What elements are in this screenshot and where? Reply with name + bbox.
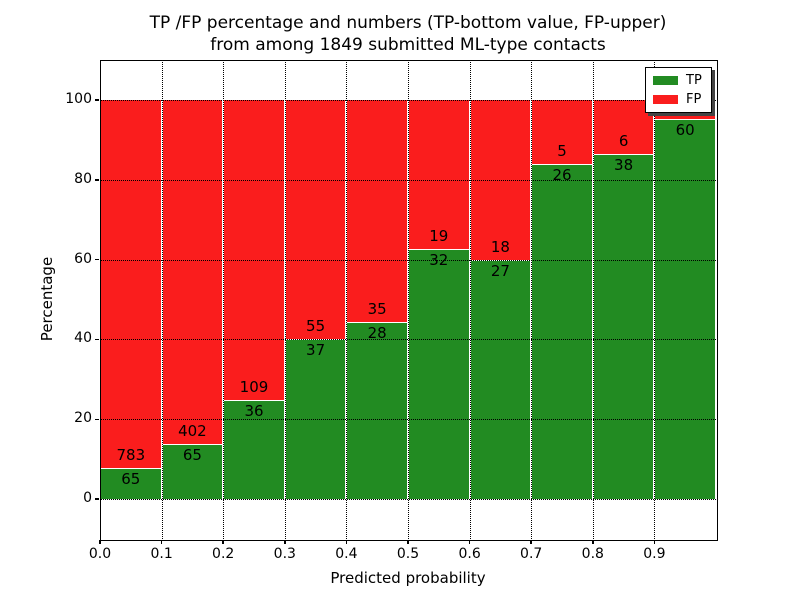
fp-bar-segment	[592, 99, 655, 155]
legend-item-tp: TP	[653, 74, 702, 87]
legend-label: FP	[686, 92, 702, 107]
gridline-horizontal	[100, 99, 716, 101]
fp-count-label: 402	[178, 421, 207, 440]
tp-count-label: 65	[182, 445, 202, 464]
tp-bar-segment	[654, 118, 716, 500]
y-tick-label: 80	[74, 170, 92, 187]
x-tick-label: 0.9	[643, 546, 666, 562]
tp-count-label: 36	[244, 401, 264, 420]
x-tick	[468, 540, 471, 544]
y-tick	[95, 418, 99, 420]
x-axis-label: Predicted probability	[330, 569, 486, 587]
x-tick	[653, 540, 656, 544]
x-tick	[222, 540, 224, 544]
y-tick	[95, 338, 99, 341]
gridline-horizontal	[100, 179, 716, 181]
fp-count-label: 18	[490, 237, 510, 256]
fp-count-label: 6	[618, 132, 629, 151]
gridline-vertical	[284, 60, 286, 539]
gridline-vertical	[654, 60, 656, 539]
gridline-vertical	[592, 60, 594, 539]
fp-bar-segment	[469, 99, 532, 260]
y-tick-label: 100	[65, 90, 92, 107]
x-tick-label: 0.3	[273, 546, 296, 562]
tp-bar-segment	[161, 443, 224, 500]
fp-bar-segment	[223, 99, 285, 400]
fp-legend-swatch	[653, 95, 678, 104]
tp-bar-segment	[100, 468, 162, 500]
tp-count-label: 37	[306, 340, 326, 359]
tp-count-label: 28	[367, 323, 387, 342]
y-tick-label: 0	[83, 490, 92, 507]
tp-bar-segment	[531, 164, 593, 500]
tp-count-label: 38	[614, 156, 634, 175]
tp-count-label: 26	[552, 166, 572, 185]
gridline-horizontal	[100, 259, 716, 261]
legend: TP FP	[645, 67, 712, 113]
tp-bar-segment	[592, 154, 655, 500]
gridline-vertical	[161, 60, 163, 539]
y-tick	[95, 498, 99, 500]
fp-bar-segment	[531, 99, 593, 165]
fp-count-label: 55	[306, 316, 326, 335]
chart-title-line1: TP /FP percentage and numbers (TP-bottom…	[149, 13, 667, 33]
x-tick	[345, 540, 348, 544]
fp-bar-segment	[100, 99, 162, 469]
gridline-horizontal	[100, 499, 716, 501]
chart-title-line2: from among 1849 submitted ML-type contac…	[210, 35, 606, 55]
fp-count-label: 783	[116, 446, 146, 465]
y-tick-label: 40	[74, 330, 92, 347]
legend-label: TP	[686, 73, 702, 88]
x-tick-label: 0.1	[150, 546, 173, 562]
gridline-vertical	[531, 60, 533, 539]
fp-bar-segment	[284, 99, 347, 339]
x-tick-label: 0.4	[335, 546, 358, 562]
y-tick	[95, 99, 99, 101]
tp-bar-segment	[408, 248, 470, 500]
tp-count-label: 60	[675, 120, 695, 139]
tp-count-label: 27	[490, 261, 510, 280]
x-tick	[99, 540, 101, 544]
gridline-vertical	[408, 60, 409, 539]
y-tick-label: 20	[74, 410, 92, 427]
x-tick-label: 0.6	[458, 546, 481, 562]
tp-legend-swatch	[653, 76, 678, 85]
x-tick-label: 0.0	[88, 546, 112, 562]
fp-count-label: 5	[557, 142, 567, 161]
x-tick	[530, 540, 532, 544]
x-tick-label: 0.7	[520, 546, 543, 562]
gridline-vertical	[469, 60, 471, 539]
x-tick-label: 0.8	[581, 546, 604, 562]
y-axis-label: Percentage	[38, 256, 56, 342]
gridline-horizontal	[100, 339, 716, 341]
fp-bar-segment	[161, 99, 224, 444]
x-tick	[160, 540, 163, 544]
y-tick	[95, 258, 99, 261]
x-tick	[592, 540, 594, 544]
tp-count-label: 65	[121, 470, 141, 489]
x-tick	[284, 540, 286, 544]
tp-bar-segment	[469, 259, 532, 500]
gridline-vertical	[346, 60, 348, 539]
fp-count-label: 109	[239, 377, 269, 396]
gridline-horizontal	[100, 419, 716, 421]
tp-bar-segment	[346, 321, 408, 500]
legend-item-fp: FP	[653, 93, 702, 106]
fp-count-label: 35	[367, 299, 387, 318]
tp-bar-segment	[284, 338, 347, 500]
y-tick-label: 60	[74, 250, 92, 267]
fp-count-label: 19	[429, 226, 449, 245]
x-tick	[407, 540, 409, 544]
x-tick-label: 0.2	[212, 546, 235, 562]
gridline-vertical	[223, 60, 225, 539]
tp-count-label: 32	[429, 250, 449, 269]
fp-bar-segment	[346, 99, 408, 322]
y-tick	[95, 179, 99, 181]
x-tick-label: 0.5	[396, 546, 420, 562]
fp-bar-segment	[408, 99, 470, 249]
